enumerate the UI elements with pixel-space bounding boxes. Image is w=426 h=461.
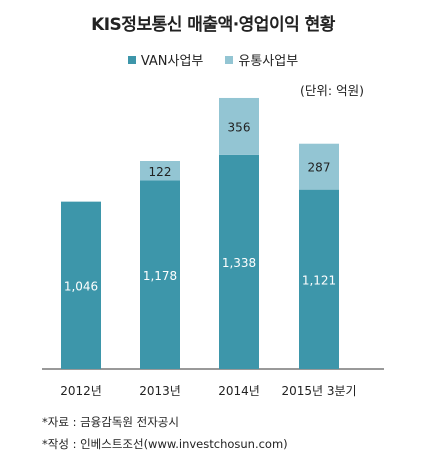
legend-swatch-van	[127, 55, 136, 64]
data-label-van-2: 1,338	[222, 256, 256, 270]
x-tick-label-2: 2014년	[218, 384, 260, 398]
legend-label-distribution: 유통사업부	[238, 54, 299, 69]
unit-label: (단위: 억원)	[300, 83, 364, 98]
data-label-distribution-2: 356	[228, 120, 251, 134]
bar-van-1	[140, 180, 180, 369]
legend-item-van: VAN사업부	[127, 50, 204, 69]
data-label-distribution-3: 287	[308, 161, 331, 175]
legend-swatch-distribution	[225, 55, 234, 64]
chart-legend: VAN사업부 유통사업부	[0, 50, 426, 69]
data-label-van-3: 1,121	[302, 273, 336, 287]
data-label-van-0: 1,046	[64, 279, 98, 293]
source-note: *자료 : 금융감독원 전자공시	[42, 415, 179, 429]
bar-van-2	[219, 154, 259, 369]
data-label-distribution-1: 122	[149, 165, 172, 179]
chart-title: KIS정보통신 매출액·영업이익 현황	[91, 15, 335, 35]
bar-van-0	[61, 201, 101, 369]
x-tick-label-1: 2013년	[139, 384, 181, 398]
legend-label-van: VAN사업부	[140, 54, 204, 69]
bar-distribution-1	[140, 161, 180, 181]
legend-item-distribution: 유통사업부	[225, 50, 298, 69]
bar-distribution-3	[299, 143, 339, 190]
author-note: *작성 : 인베스트조선(www.investchosun.com)	[42, 437, 288, 451]
x-tick-label-0: 2012년	[60, 384, 102, 398]
bar-distribution-2	[219, 97, 259, 155]
data-label-van-1: 1,178	[143, 269, 177, 283]
bar-van-3	[299, 189, 339, 369]
x-tick-label-3: 2015년 3분기	[281, 384, 356, 398]
